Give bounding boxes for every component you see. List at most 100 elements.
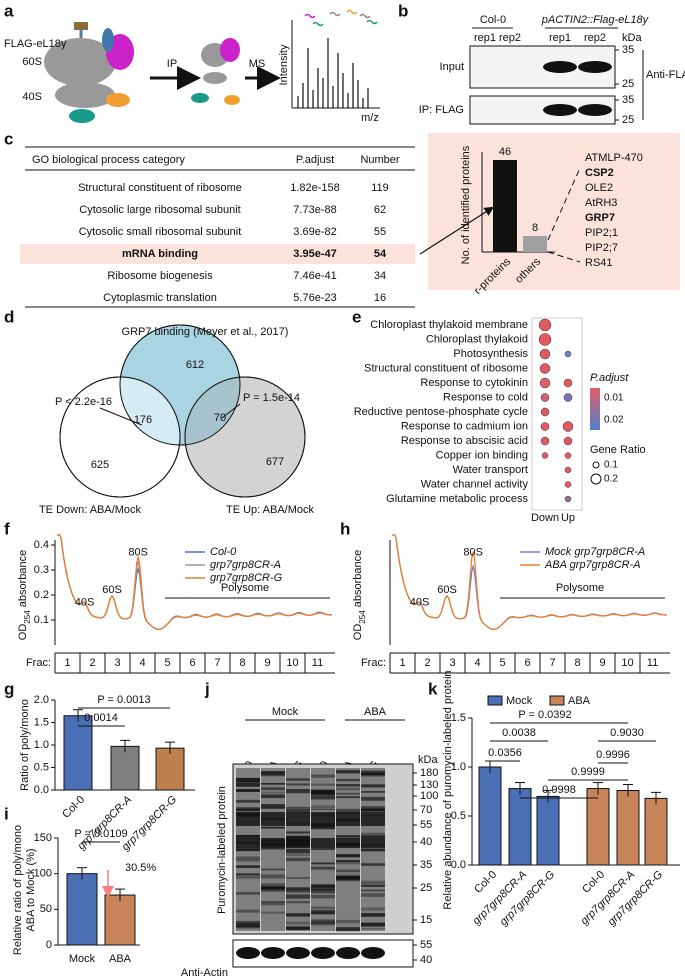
fraction: 5: [164, 657, 170, 669]
line: [419, 206, 495, 255]
table-header: P.adjust: [296, 154, 334, 166]
x-tick-label: ABA: [109, 953, 132, 965]
lane: [336, 768, 360, 931]
actin-band: [361, 947, 385, 959]
label: Down: [531, 512, 559, 524]
band: [286, 876, 310, 879]
annotation: 0.9996: [596, 749, 630, 761]
band: [236, 858, 260, 862]
label: P < 2.2e-16: [55, 396, 112, 408]
band: [336, 927, 360, 932]
band: [261, 803, 285, 807]
dot: [564, 452, 572, 459]
band: [261, 886, 285, 890]
term: Water channel activity: [421, 478, 529, 490]
band: [261, 883, 285, 887]
band: [236, 920, 260, 924]
band: [311, 862, 335, 865]
band: [236, 876, 260, 879]
panel-letter: a: [4, 1, 14, 20]
band: [286, 812, 310, 826]
band: [311, 792, 335, 795]
label: 35: [622, 44, 634, 56]
band: [236, 892, 260, 895]
actin-band: [286, 947, 310, 959]
term: Response to cadmium ion: [401, 420, 528, 432]
count: 70: [214, 412, 226, 424]
legend-label: Mock grp7grp8CR-A: [545, 546, 645, 558]
annotation: 0.9998: [542, 784, 576, 796]
legend-label: ABA: [568, 695, 591, 707]
y-tick-label: 0.4: [34, 539, 49, 551]
label: Col-0: [480, 14, 506, 26]
label: 60S: [22, 56, 42, 68]
label-part: OD: [352, 624, 364, 641]
venn-outline: [59, 376, 181, 498]
bar: [63, 715, 93, 791]
band: [311, 824, 335, 830]
band: [361, 796, 385, 801]
band: [336, 770, 360, 773]
spectrum-mark: [366, 19, 378, 25]
line: [547, 167, 581, 241]
band: [311, 795, 335, 800]
legend-label: Mock: [506, 695, 533, 707]
table-cell: 55: [374, 226, 386, 238]
annotation: 0.9030: [610, 727, 644, 739]
band: [361, 884, 385, 887]
y-axis-label: No. of identified proteins: [460, 145, 472, 264]
tag-label: FLAG-eL18y: [4, 38, 67, 50]
y-axis-label: ABA to Mock (%): [25, 848, 37, 931]
band: [261, 771, 285, 776]
band: [361, 922, 385, 927]
particle: [203, 72, 227, 84]
band: [543, 104, 577, 116]
legend-label: grp7grp8CR-G: [210, 572, 283, 584]
bar: [523, 236, 547, 252]
fraction: 11: [312, 657, 323, 669]
band: [311, 789, 335, 793]
table-cell: Structural constituent of ribosome: [78, 182, 242, 194]
fraction: 9: [599, 657, 605, 669]
band: [236, 789, 260, 792]
fraction: 8: [574, 657, 580, 669]
fraction: 1: [399, 657, 405, 669]
label: pACTIN2::Flag-eL18y: [541, 14, 650, 26]
label: MS: [249, 58, 266, 70]
band: [311, 894, 335, 899]
panel-letter: e: [352, 307, 361, 326]
y-tick-label: 100: [34, 868, 52, 880]
marker-label: 180: [420, 767, 438, 779]
lane-label: rep2: [584, 32, 606, 44]
band: [236, 873, 260, 876]
band: [286, 831, 310, 834]
legend-label: ABA grp7grp8CR-A: [544, 559, 641, 571]
dot: [564, 350, 572, 358]
dot: [563, 378, 573, 388]
table-header: Number: [360, 154, 399, 166]
band: [311, 910, 335, 913]
band: [286, 809, 310, 813]
table-cell: 3.69e-82: [293, 226, 336, 238]
marker-label: 25: [420, 882, 432, 894]
band: [361, 927, 385, 930]
bar: [508, 788, 532, 866]
color-bar: [590, 388, 600, 430]
dot: [538, 318, 552, 332]
label: 0.2: [604, 474, 618, 485]
band: [286, 888, 310, 893]
label: kDa: [622, 32, 642, 44]
band: [361, 784, 385, 788]
band: [311, 812, 335, 826]
band: [336, 812, 360, 826]
region-label: Polysome: [556, 582, 604, 594]
band: [261, 868, 285, 871]
y-tick-label: 0.3: [34, 564, 49, 576]
annotation: 0.9999: [571, 766, 605, 778]
band: [336, 838, 360, 848]
legend-label: Col-0: [210, 546, 237, 558]
dot: [539, 363, 551, 374]
band: [336, 854, 360, 858]
band: [361, 770, 385, 776]
protein-name: OLE2: [585, 182, 613, 194]
